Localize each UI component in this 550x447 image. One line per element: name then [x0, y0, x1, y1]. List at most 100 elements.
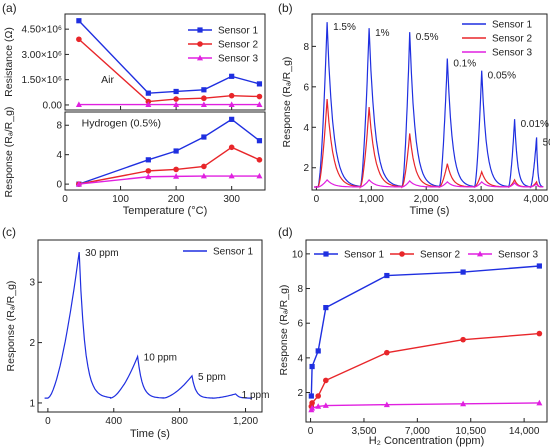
a-top-ytick-label: 1.50×10⁶	[21, 75, 62, 86]
d-xtick-label: 3,500	[351, 426, 376, 437]
a-bottom-xtick-label: 100	[112, 194, 129, 205]
a-bottom-ytick-label: 0	[56, 180, 62, 191]
d-data-point	[536, 399, 543, 406]
a-bottom-data-point	[173, 148, 179, 154]
b-ytick-label: 8	[303, 42, 309, 53]
a-bottom-series-line	[78, 118, 260, 185]
b-ylabel: Response (Rₐ/R_g)	[281, 57, 293, 148]
a-top-data-point	[145, 90, 151, 96]
a-top-data-point	[173, 88, 179, 95]
d-xtick-label: 14,000	[509, 426, 540, 437]
plots: 0.00 1.50×10⁶ 3.00×10⁶ 4.50×10⁶ Sensor 1 Sens…	[3, 13, 550, 447]
a-bottom-data-point	[173, 166, 179, 173]
a-top-legend-label: Sensor 2	[218, 40, 258, 51]
d-frame	[305, 239, 548, 423]
d-legend-marker	[399, 251, 405, 257]
a-top-legend-marker	[197, 54, 203, 61]
b-peak-label: 0.05%	[488, 71, 516, 82]
a-bottom-xtick-label: 0	[62, 194, 68, 205]
d-xlabel: H₂ Concentration (ppm)	[369, 435, 485, 447]
panel-label-a: (a)	[2, 1, 17, 15]
d-data-point	[383, 401, 390, 408]
d-data-point	[322, 402, 329, 408]
a-top-data-point	[76, 18, 82, 24]
c-xtick-label: 400	[105, 416, 122, 427]
b-xtick-label: 3,000	[469, 194, 494, 205]
a-top-legend-marker	[197, 27, 203, 33]
c-peak-label: 1 ppm	[242, 390, 270, 401]
a-top-ytick-label: 3.00×10⁶	[21, 50, 62, 61]
d-data-point	[308, 393, 314, 399]
a-top-data-point	[173, 96, 179, 102]
b-peak-label: 50 ppm	[543, 137, 550, 148]
d-data-point	[323, 377, 329, 384]
a-top-data-point	[256, 93, 263, 100]
b-legend-label: Sensor 1	[492, 20, 532, 31]
b-peak-label: 0.01%	[521, 119, 549, 130]
a-bottom-data-point	[145, 168, 152, 174]
c-xtick-label: 1,200	[233, 416, 258, 427]
b-legend-label: Sensor 2	[492, 34, 532, 45]
d-legend-marker	[477, 250, 483, 257]
a-top-legend-label: Sensor 1	[218, 26, 258, 37]
d-data-point	[460, 269, 466, 275]
a-top-series-line	[78, 20, 260, 94]
b-ytick-label: 4	[303, 123, 309, 134]
a-top-annotation: Air	[101, 74, 114, 86]
a-top-data-point	[228, 92, 235, 99]
d-data-point	[315, 403, 322, 409]
b-peak-label: 1%	[375, 28, 390, 39]
d-series-line	[310, 402, 540, 411]
a-bottom-series-line	[78, 175, 260, 185]
d-data-point	[315, 348, 321, 354]
c-peak-label: 30 ppm	[85, 248, 118, 259]
panel-label-b: (b)	[278, 1, 293, 15]
b-series-line	[314, 22, 544, 189]
b-xtick-label: 2,000	[414, 194, 439, 205]
b-frame	[311, 13, 548, 191]
a-bottom-frame	[64, 111, 266, 191]
a-top-ytick-label: 4.50×10⁶	[21, 25, 62, 36]
c-ylabel: Response (Rₐ/R_g)	[5, 281, 17, 372]
d-data-point	[315, 393, 322, 399]
b-peak-label: 0.1%	[453, 59, 476, 70]
a-top-data-point	[76, 36, 82, 43]
b-series-line	[314, 98, 544, 190]
c-legend-label: Sensor 1	[213, 247, 253, 258]
a-top-legend-label: Sensor 3	[218, 54, 258, 65]
a-bottom-data-point	[201, 134, 207, 140]
b-xtick-label: 1,000	[359, 194, 384, 205]
c-frame	[37, 239, 263, 413]
a-bottom-data-point	[228, 172, 235, 179]
d-data-point	[323, 305, 329, 311]
b-legend-label: Sensor 3	[492, 48, 532, 59]
d-data-point	[309, 400, 315, 406]
b-series-line	[314, 179, 544, 188]
c-peak-label: 5 ppm	[198, 372, 226, 383]
panel-label-d: (d)	[278, 225, 293, 239]
d-data-point	[309, 363, 315, 370]
d-legend-label: Sensor 2	[420, 250, 460, 261]
d-ytick-label: 10	[292, 249, 304, 260]
d-series-line	[310, 265, 540, 397]
a-bottom-ylabel: Response (Rₐ/R_g)	[3, 107, 15, 198]
a-top-data-point	[75, 101, 82, 108]
d-xtick-label: 0	[308, 426, 314, 437]
c-xtick-label: 800	[171, 416, 188, 427]
c-xlabel: Time (s)	[130, 428, 170, 440]
a-top-frame	[64, 13, 266, 111]
a-bottom-xtick-label: 200	[168, 194, 185, 205]
d-data-point	[460, 400, 467, 407]
a-bottom-data-point	[201, 163, 207, 170]
a-bottom-annotation: Hydrogen (0.5%)	[82, 118, 161, 130]
a-top-data-point	[201, 95, 207, 102]
a-top-ylabel: Resistance (Ω)	[3, 27, 15, 97]
panel-label-c: (c)	[2, 225, 16, 239]
a-top-data-point	[201, 87, 207, 93]
a-bottom-xlabel: Temperature (°C)	[123, 205, 207, 217]
b-ytick-label: 2	[303, 163, 309, 174]
c-ytick-label: 3	[29, 278, 35, 289]
d-xtick-label: 10,500	[455, 426, 486, 437]
a-top-data-point	[228, 101, 235, 108]
